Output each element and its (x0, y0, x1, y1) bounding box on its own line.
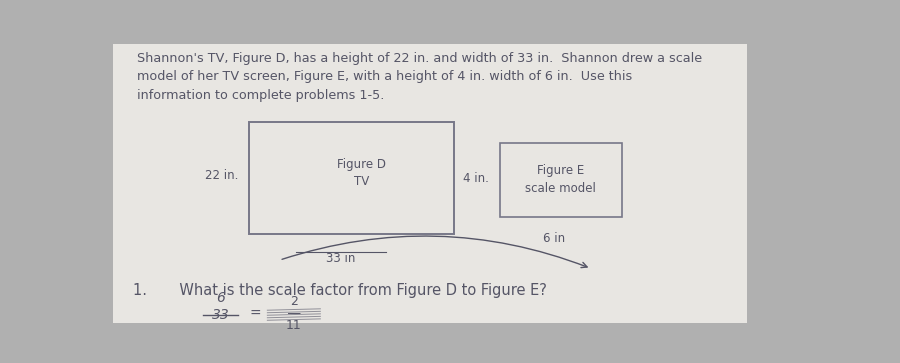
Text: 22 in.: 22 in. (204, 169, 238, 182)
Text: 6: 6 (216, 291, 225, 305)
Text: 2
―
11: 2 ― 11 (286, 295, 302, 333)
Text: 33 in: 33 in (327, 252, 356, 265)
Text: Figure D: Figure D (338, 158, 386, 171)
Text: 4 in.: 4 in. (464, 172, 490, 185)
Text: Figure E: Figure E (537, 164, 584, 178)
Bar (248, 122, 454, 234)
Text: 6 in: 6 in (544, 232, 565, 245)
Bar (500, 143, 622, 217)
Text: 33: 33 (212, 308, 230, 322)
Text: =: = (249, 307, 261, 321)
Text: scale model: scale model (526, 182, 596, 195)
Text: 1.       What is the scale factor from Figure D to Figure E?: 1. What is the scale factor from Figure … (133, 282, 547, 298)
Text: TV: TV (354, 175, 369, 188)
Text: Shannon's TV, Figure D, has a height of 22 in. and width of 33 in.  Shannon drew: Shannon's TV, Figure D, has a height of … (137, 52, 702, 102)
